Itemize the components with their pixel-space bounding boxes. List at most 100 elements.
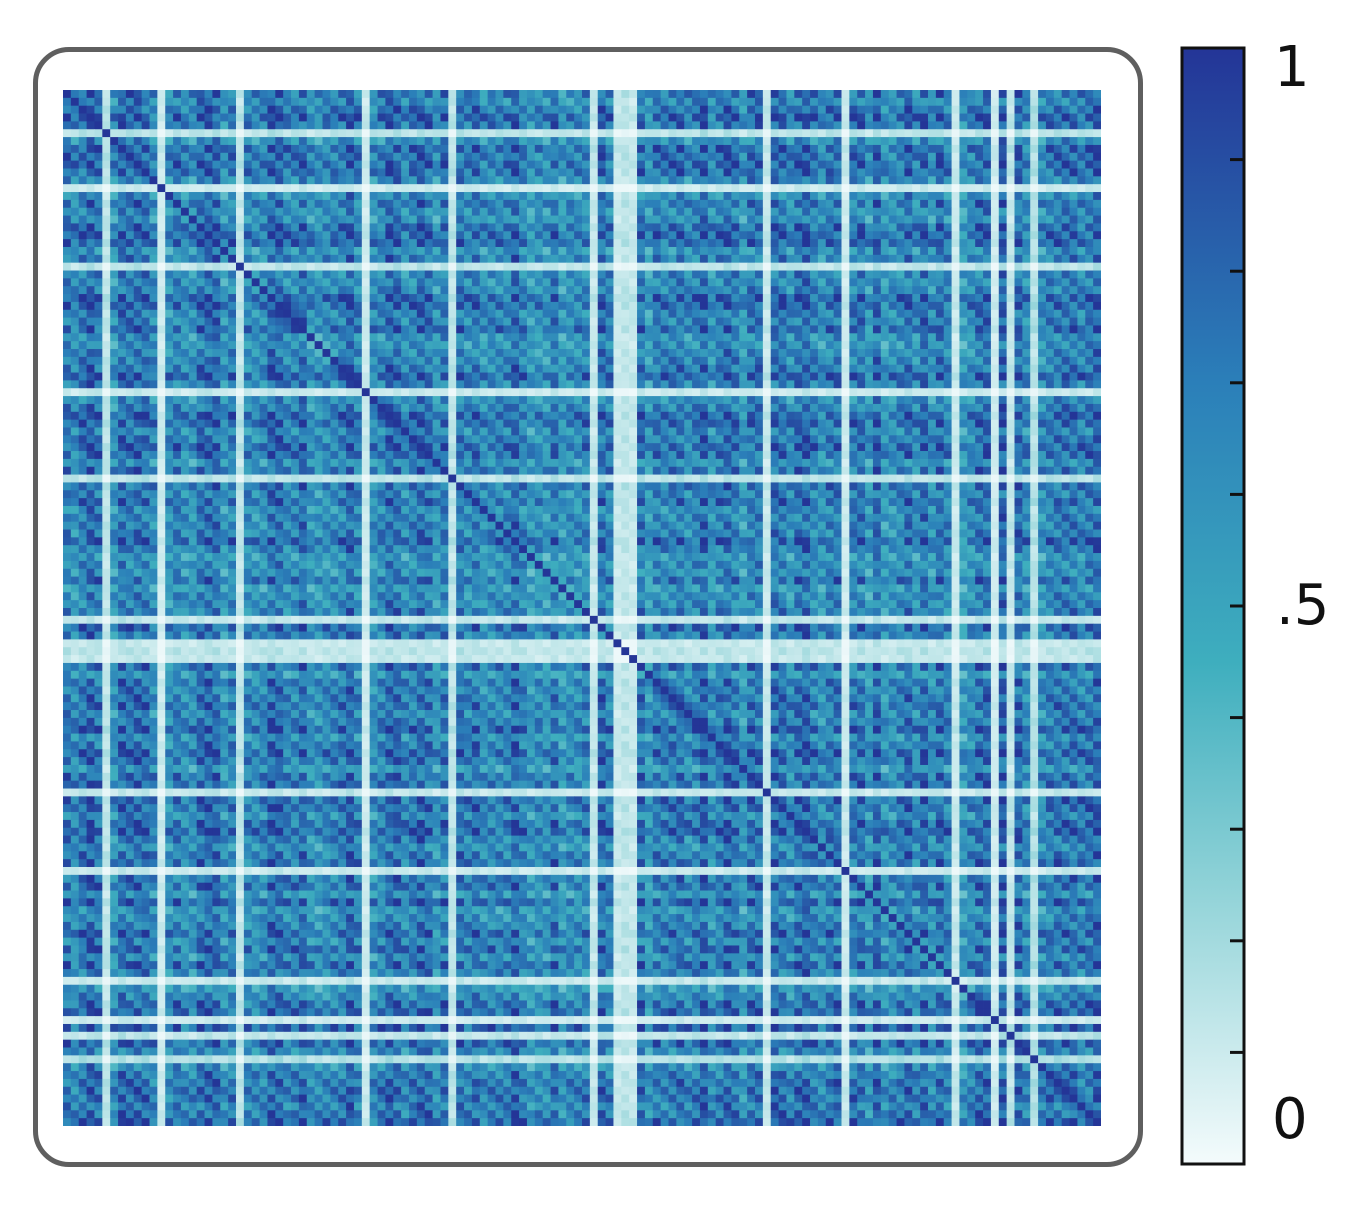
heatmap-cell [1030, 286, 1039, 295]
heatmap-cell [440, 356, 449, 366]
heatmap-cell [1053, 262, 1063, 271]
heatmap-cell [747, 144, 756, 154]
heatmap-cell [849, 254, 858, 264]
heatmap-cell [243, 121, 253, 130]
heatmap-cell [872, 199, 882, 209]
heatmap-cell [283, 254, 292, 264]
heatmap-cell [723, 137, 732, 146]
heatmap-cell [1077, 184, 1086, 193]
heatmap-cell [967, 144, 976, 154]
heatmap-cell [951, 309, 960, 319]
heatmap-cell [479, 168, 489, 177]
heatmap-cell [401, 137, 410, 146]
heatmap-cell [1061, 199, 1070, 209]
heatmap-cell [692, 270, 701, 279]
heatmap-cell [668, 152, 677, 162]
heatmap-cell [817, 239, 827, 248]
heatmap-cell [975, 176, 984, 185]
heatmap-cell [1045, 215, 1055, 224]
heatmap-cell [102, 97, 111, 107]
heatmap-cell [526, 341, 536, 350]
heatmap-cell [935, 207, 945, 216]
heatmap-cell [810, 184, 819, 193]
heatmap-cell [70, 254, 80, 264]
heatmap-cell [755, 278, 764, 287]
heatmap-cell [479, 364, 489, 373]
heatmap-cell [1045, 121, 1055, 130]
heatmap-cell [983, 90, 992, 99]
heatmap-cell [1061, 341, 1070, 350]
heatmap-cell [605, 97, 614, 107]
heatmap-cell [778, 121, 787, 130]
heatmap-cell [613, 215, 622, 224]
heatmap-cell [802, 168, 811, 177]
heatmap-cell [63, 144, 72, 154]
heatmap-cell [251, 380, 260, 389]
heatmap-cell [456, 309, 465, 319]
heatmap-cell [385, 223, 394, 232]
heatmap-cell [802, 286, 811, 295]
heatmap-cell [621, 223, 630, 232]
heatmap-cell [778, 286, 787, 295]
heatmap-cell [204, 168, 213, 177]
heatmap-cell [78, 254, 87, 264]
heatmap-cell [243, 184, 253, 193]
heatmap-cell [236, 380, 245, 389]
heatmap-cell [660, 129, 669, 138]
heatmap-cell [118, 286, 127, 295]
heatmap-cell [503, 286, 512, 295]
heatmap-cell [1014, 184, 1023, 193]
heatmap-cell [786, 333, 795, 342]
heatmap-cell [251, 294, 260, 303]
heatmap-cell [306, 160, 316, 169]
heatmap-cell [102, 199, 111, 209]
heatmap-cell [912, 121, 921, 130]
heatmap-cell [1053, 160, 1063, 169]
heatmap-cell [983, 105, 992, 114]
heatmap-cell [471, 90, 481, 99]
heatmap-cell [149, 137, 158, 146]
heatmap-cell [346, 129, 355, 138]
heatmap-cell [1061, 121, 1070, 130]
heatmap-cell [401, 380, 410, 389]
heatmap-cell [1045, 309, 1055, 319]
heatmap-cell [353, 184, 363, 193]
heatmap-cell [401, 160, 410, 169]
heatmap-cell [180, 254, 190, 264]
heatmap-cell [511, 168, 520, 177]
heatmap-cell [314, 121, 323, 130]
heatmap-cell [975, 341, 984, 350]
heatmap-cell [267, 286, 276, 295]
heatmap-cell [582, 341, 591, 350]
heatmap-cell [314, 199, 323, 209]
heatmap-cell [448, 176, 457, 185]
heatmap-cell [770, 152, 779, 162]
heatmap-cell [1014, 176, 1023, 185]
heatmap-cell [70, 325, 80, 334]
heatmap-cell [306, 254, 316, 264]
heatmap-cell [125, 301, 135, 311]
heatmap-cell [385, 144, 394, 154]
heatmap-cell [456, 341, 465, 350]
heatmap-cell [872, 364, 882, 373]
heatmap-cell [589, 184, 599, 193]
heatmap-cell [959, 301, 968, 311]
heatmap-cell [880, 199, 890, 209]
heatmap-cell [692, 325, 701, 334]
heatmap-cell [125, 137, 135, 146]
heatmap-cell [990, 105, 1000, 114]
heatmap-cell [306, 325, 316, 334]
heatmap-cell [943, 215, 952, 224]
heatmap-cell [173, 90, 182, 99]
heatmap-cell [212, 223, 221, 232]
heatmap-cell [267, 239, 276, 248]
heatmap-cell [983, 317, 992, 326]
heatmap-cell [110, 317, 119, 326]
heatmap-cell [149, 372, 158, 381]
heatmap-cell [346, 286, 355, 295]
heatmap-cell [1061, 144, 1070, 154]
heatmap-cell [511, 199, 520, 209]
heatmap-cell [1077, 223, 1086, 232]
heatmap-cell [1093, 278, 1101, 287]
heatmap-cell [802, 294, 811, 303]
